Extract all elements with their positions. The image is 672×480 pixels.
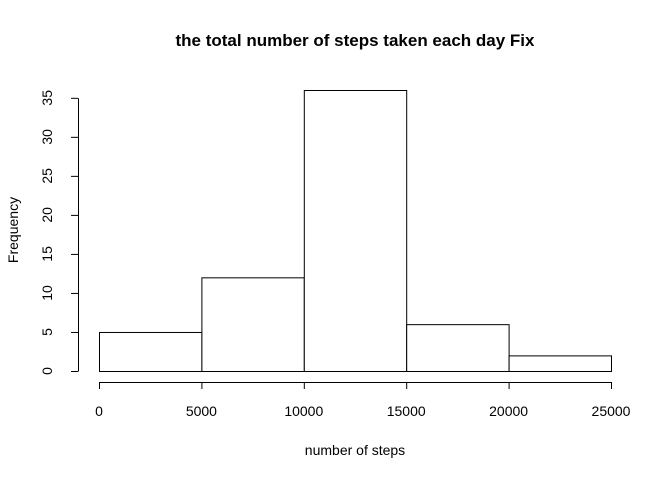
y-tick-label: 30 [39,129,55,145]
x-tick-label: 0 [95,403,103,419]
x-tick-label: 20000 [489,403,528,419]
chart-title: the total number of steps taken each day… [176,31,536,50]
y-tick-label: 10 [39,285,55,301]
histogram-bar-3 [406,324,510,372]
x-axis-label: number of steps [305,442,405,458]
y-tick-label: 35 [39,90,55,106]
histogram-bar-0 [99,331,203,373]
y-axis-label: Frequency [5,197,21,263]
y-tick-label: 5 [39,328,55,336]
x-tick-label: 25000 [592,403,631,419]
y-tick-label: 20 [39,207,55,223]
histogram-bar-4 [508,355,613,372]
histogram-bar-1 [201,277,305,373]
histogram-bar-2 [303,90,408,372]
y-tick-label: 15 [39,246,55,262]
y-tick-label: 0 [39,367,55,375]
y-axis: 0 5 10 15 20 25 30 35 [39,90,79,375]
x-axis: 0 5000 10000 15000 20000 25000 [95,382,631,419]
bars-group [99,90,613,373]
x-tick-label: 10000 [284,403,323,419]
y-tick-label: 25 [39,168,55,184]
x-tick-label: 15000 [387,403,426,419]
x-tick-label: 5000 [186,403,217,419]
